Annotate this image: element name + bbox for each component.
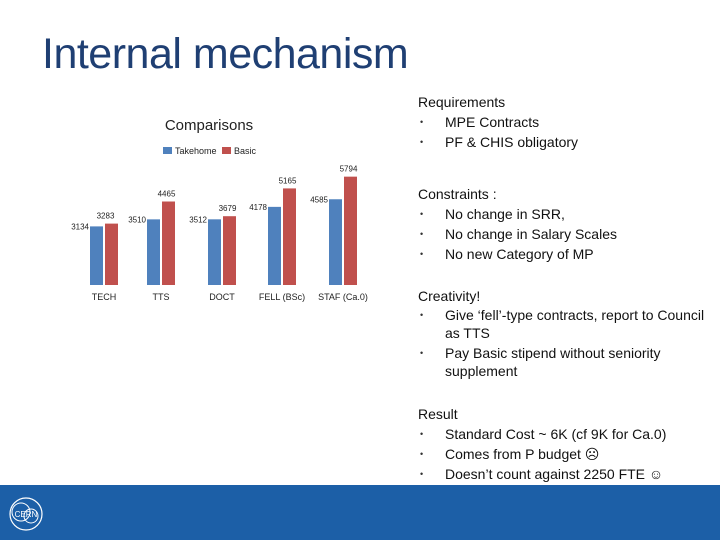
bar-takehome-2 (208, 219, 221, 285)
footer-bar (0, 485, 720, 540)
bullet-icon: • (420, 449, 424, 459)
data-label-basic-1: 4465 (158, 190, 176, 199)
chart-bars: 3134 3283 TECH 3510 4465 TTS 3512 3679 DOCT 4178 5… (71, 165, 368, 302)
creativity-heading: Creativity! (418, 288, 481, 304)
requirements-section: Requirements • MPE Contracts • PF & CHIS o… (418, 92, 714, 152)
requirements-heading: Requirements (418, 94, 506, 110)
bullet-icon: • (420, 348, 424, 358)
chart-legend: Takehome Basic (163, 146, 257, 156)
data-label-takehome-3: 4178 (249, 203, 267, 212)
list-item-text: Doesn’t count against 2250 FTE ☺ (445, 466, 664, 482)
constraints-list: • No change in SRR, • No change in Salary … (418, 204, 714, 264)
list-item: • Doesn’t count against 2250 FTE ☺ (418, 464, 714, 484)
bullet-icon: • (420, 310, 424, 320)
requirements-list: • MPE Contracts • PF & CHIS obligatory (418, 112, 714, 152)
list-item-text: No change in Salary Scales (445, 226, 617, 242)
creativity-list: • Give ‘fell’-type contracts, report to C… (418, 306, 714, 380)
list-item-text: Comes from P budget ☹ (445, 446, 600, 462)
list-item: • Give ‘fell’-type contracts, report to C… (418, 306, 714, 342)
bullet-icon: • (420, 429, 424, 439)
list-item: • Pay Basic stipend without seniority sup… (418, 344, 714, 380)
bar-basic-2 (223, 216, 236, 285)
bullet-icon: • (420, 229, 424, 239)
list-item: • Standard Cost ~ 6K (cf 9K for Ca.0) (418, 424, 714, 444)
result-heading: Result (418, 406, 458, 422)
list-item-text: MPE Contracts (445, 114, 540, 130)
bar-basic-1 (162, 201, 175, 285)
list-item: • PF & CHIS obligatory (418, 132, 714, 152)
list-item: • No change in SRR, (418, 204, 714, 224)
list-item: • MPE Contracts (418, 112, 714, 132)
notes-column: Requirements • MPE Contracts • PF & CHIS o… (418, 92, 714, 484)
bullet-icon: • (420, 249, 424, 259)
list-item: • No new Category of MP (418, 244, 714, 264)
bar-basic-4 (344, 176, 357, 285)
bullet-icon: • (420, 117, 424, 127)
legend-swatch-takehome (163, 147, 172, 154)
list-item-text: PF & CHIS obligatory (445, 134, 579, 150)
result-section: Result • Standard Cost ~ 6K (cf 9K for Ca… (418, 404, 714, 484)
data-label-takehome-0: 3134 (71, 222, 89, 231)
bar-takehome-4 (329, 199, 342, 285)
slide-title: Internal mechanism (42, 30, 409, 78)
data-label-basic-0: 3283 (97, 212, 115, 221)
x-tick-label: TECH (92, 292, 117, 302)
constraints-heading: Constraints : (418, 186, 497, 202)
bullet-icon: • (420, 137, 424, 147)
bar-basic-3 (283, 188, 296, 285)
list-item: • No change in Salary Scales (418, 224, 714, 244)
bar-takehome-3 (268, 206, 281, 285)
bar-takehome-1 (147, 219, 160, 285)
x-tick-label: TTS (153, 292, 170, 302)
list-item-text: No new Category of MP (445, 246, 594, 262)
data-label-basic-3: 5165 (279, 176, 297, 185)
bar-basic-0 (105, 223, 118, 285)
chart-title: Comparisons (165, 117, 253, 134)
x-tick-label: FELL (BSc) (259, 292, 305, 302)
cern-logo-text: CERN (15, 510, 38, 519)
cern-logo-icon: CERN (9, 497, 43, 531)
data-label-basic-2: 3679 (219, 204, 237, 213)
bullet-icon: • (420, 209, 424, 219)
data-label-takehome-2: 3512 (189, 215, 207, 224)
constraints-section: Constraints : • No change in SRR, • No cha… (418, 184, 714, 264)
legend-swatch-basic (222, 147, 231, 154)
list-item-text: Standard Cost ~ 6K (cf 9K for Ca.0) (445, 426, 667, 442)
x-tick-label: DOCT (209, 292, 235, 302)
bullet-icon: • (420, 469, 424, 479)
list-item-text: Give ‘fell’-type contracts, report to Co… (445, 307, 705, 341)
data-label-basic-4: 5794 (340, 165, 358, 174)
data-label-takehome-4: 4585 (310, 195, 328, 204)
list-item-text: No change in SRR, (445, 206, 565, 222)
list-item: • Comes from P budget ☹ (418, 444, 714, 464)
list-item-text: Pay Basic stipend without seniority supp… (445, 345, 661, 379)
bar-takehome-0 (90, 226, 103, 285)
legend-label-takehome: Takehome (175, 146, 217, 156)
result-list: • Standard Cost ~ 6K (cf 9K for Ca.0) • Co… (418, 424, 714, 484)
legend-label-basic: Basic (234, 146, 257, 156)
comparison-chart: Comparisons Takehome Basic 31343283TECH3… (71, 117, 368, 302)
creativity-section: Creativity! • Give ‘fell’-type contracts,… (418, 286, 714, 380)
data-label-takehome-1: 3510 (128, 215, 146, 224)
x-tick-label: STAF (Ca.0) (318, 292, 368, 302)
